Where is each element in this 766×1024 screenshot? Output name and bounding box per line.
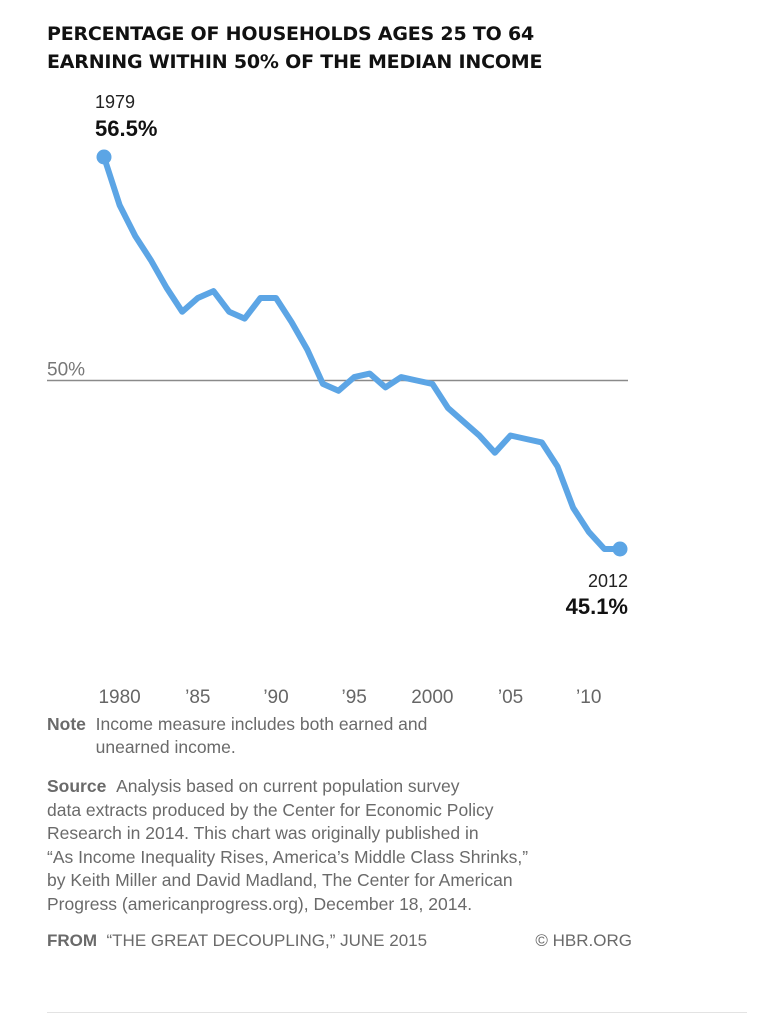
end-point-marker [612, 541, 628, 557]
x-tick-label-0: 1980 [98, 687, 140, 708]
series-group [96, 149, 628, 557]
x-tick-label-4: 2000 [411, 687, 453, 708]
chart-title-line-2: EARNING WITHIN 50% OF THE MEDIAN INCOME [47, 51, 543, 73]
from-label: FROM [47, 931, 98, 950]
x-tick-label-3: ’95 [342, 687, 367, 708]
source-line-4: “As Income Inequality Rises, America’s M… [47, 846, 529, 867]
from-text: “THE GREAT DECOUPLING,” JUNE 2015 [106, 931, 428, 950]
annotation-start-value: 56.5% [95, 116, 157, 141]
note-text: Income measure includes both earned and … [95, 714, 428, 757]
reference-line-group: 50% [47, 360, 628, 382]
footer: FROM “THE GREAT DECOUPLING,” JUNE 2015 ©… [47, 931, 632, 951]
x-tick-label-2: ’90 [263, 687, 288, 708]
reference-line-label: 50% [47, 360, 85, 381]
source-line-6: Progress (americanprogress.org), Decembe… [47, 893, 473, 914]
chart-title: PERCENTAGE OF HOUSEHOLDS AGES 25 TO 64 E… [47, 20, 687, 76]
start-point-marker [96, 149, 112, 165]
x-tick-label-6: ’10 [576, 687, 601, 708]
source-line-3: Research in 2014. This chart was origina… [47, 823, 479, 843]
series-line-0 [101, 154, 623, 552]
annotation-end-value: 45.1% [566, 594, 628, 619]
x-axis-ticks: 1980 ’85 ’90 ’95 2000 ’05 ’10 [98, 687, 601, 708]
x-tick-label-5: ’05 [498, 687, 523, 708]
annotation-end-year: 2012 [588, 571, 628, 591]
chart-title-line-1: PERCENTAGE OF HOUSEHOLDS AGES 25 TO 64 [47, 23, 535, 45]
source-line-2: data extracts produced by the Center for… [47, 799, 494, 820]
source-line-1: Analysis based on current population sur… [116, 776, 460, 796]
source-line-5: by Keith Miller and David Madland, The C… [47, 870, 513, 890]
line-chart: 50% 1980 ’85 ’90 ’95 2000 ’05 ’10 1979 56.5% 201… [47, 92, 628, 708]
source-label: Source [47, 776, 107, 796]
note-label: Note [47, 714, 86, 734]
x-tick-label-1: ’85 [185, 687, 210, 708]
note-block: Note Income measure includes both earned… [47, 713, 667, 759]
bottom-divider [47, 1012, 747, 1013]
hbr-credit: © HBR.ORG [535, 931, 632, 950]
source-block: Source Analysis based on current populat… [47, 775, 667, 916]
annotations: 1979 56.5% 2012 45.1% [95, 92, 628, 619]
annotation-start-year: 1979 [95, 92, 135, 112]
